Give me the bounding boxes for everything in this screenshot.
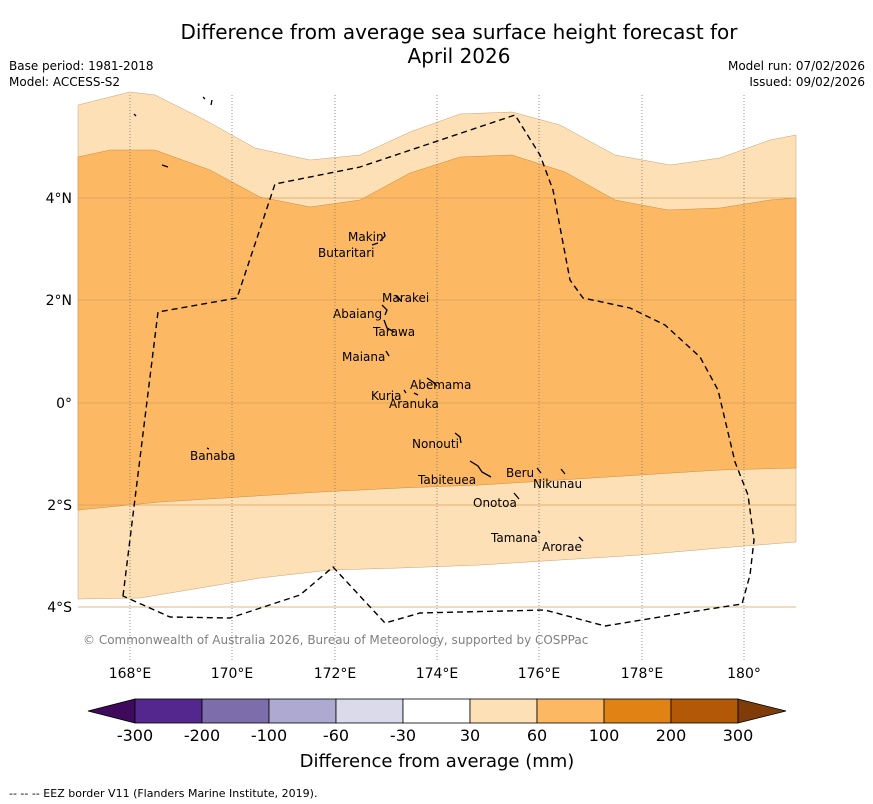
colorbar-segment [335, 698, 404, 724]
y-tick-2s: 2°S [47, 498, 72, 514]
colorbar-segment [134, 698, 203, 724]
island-label-kuria: Kuria [371, 389, 402, 403]
atoll-kuria [403, 389, 407, 394]
title-line-1: Difference from average sea surface heig… [180, 20, 738, 44]
atoll-makin [379, 231, 386, 242]
island-label-tamana: Tamana [490, 531, 538, 545]
colorbar-segment [402, 698, 471, 724]
x-tick-172e: 172°E [314, 666, 357, 682]
atoll-banaba [206, 447, 210, 450]
atoll-north-3 [210, 99, 213, 106]
island-label-tarawa: Tarawa [372, 325, 415, 339]
island-label-butaritari: Butaritari [318, 246, 375, 260]
x-tick-178e: 178°E [621, 666, 664, 682]
colorbar-label: 60 [527, 726, 547, 745]
colorbar [87, 698, 787, 724]
colorbar-label: -300 [117, 726, 153, 745]
longitude-gridlines [129, 95, 745, 660]
island-label-maiana: Maiana [342, 350, 385, 364]
colorbar-segment [670, 698, 739, 724]
island-label-abaiang: Abaiang [333, 307, 382, 321]
colorbar-label: -30 [390, 726, 416, 745]
colorbar-labels: -300 -200 -100 -60 -30 30 60 100 200 300 [117, 726, 753, 745]
atoll-nikunau [560, 468, 566, 475]
x-tick-170e: 170°E [211, 666, 254, 682]
colorbar-title: Difference from average (mm) [300, 751, 575, 772]
model-text: Model: ACCESS-S2 [9, 75, 121, 89]
colorbar-extend-high [737, 698, 787, 724]
colorbar-label: 30 [460, 726, 480, 745]
title-line-2: April 2026 [407, 44, 511, 68]
colorbar-segment [469, 698, 538, 724]
eez-border [122, 114, 755, 627]
island-label-beru: Beru [506, 466, 534, 480]
island-label-makin: Makin [348, 230, 384, 244]
colorbar-segment [268, 698, 337, 724]
island-label-abemama: Abemama [410, 378, 471, 392]
y-tick-0: 0° [56, 396, 72, 412]
colorbar-segment [536, 698, 605, 724]
atoll-north-2 [202, 96, 206, 100]
y-tick-2n: 2°N [46, 293, 72, 309]
y-tick-4s: 4°S [47, 600, 72, 616]
y-tick-4n: 4°N [46, 191, 72, 207]
atoll-beru [536, 467, 542, 474]
model-run-text: Model run: 07/02/2026 [727, 59, 865, 73]
colorbar-segment [201, 698, 270, 724]
atoll-tabiteuea [469, 460, 492, 478]
atoll-onotoa [513, 492, 520, 500]
island-label-nikunau: Nikunau [533, 477, 582, 491]
atoll-north-1 [133, 113, 137, 117]
x-tick-176e: 176°E [518, 666, 561, 682]
colorbar-extend-low [87, 698, 136, 724]
x-tick-174e: 174°E [416, 666, 459, 682]
eez-footnote: -- -- -- EEZ border V11 (Flanders Marine… [9, 787, 317, 800]
atoll-marakei [395, 295, 402, 302]
atoll-north-4 [161, 164, 169, 168]
island-label-nonouti: Nonouti [412, 437, 459, 451]
island-label-arorae: Arorae [542, 540, 582, 554]
atoll-nonouti [454, 432, 462, 444]
atoll-abaiang [381, 304, 388, 316]
issued-text: Issued: 09/02/2026 [749, 75, 865, 89]
island-label-tabiteuea: Tabiteuea [417, 473, 476, 487]
colorbar-label: -200 [184, 726, 220, 745]
x-tick-168e: 168°E [109, 666, 152, 682]
map-title: Difference from average sea surface heig… [0, 20, 873, 68]
island-label-onotoa: Onotoa [473, 496, 517, 510]
colorbar-label: -100 [251, 726, 287, 745]
colorbar-label: 100 [589, 726, 620, 745]
island-label-aranuka: Aranuka [389, 397, 439, 411]
atoll-outlines [133, 96, 584, 542]
colorbar-label: 200 [656, 726, 687, 745]
copyright-text: © Commonwealth of Australia 2026, Bureau… [83, 633, 588, 647]
base-period-text: Base period: 1981-2018 [9, 59, 154, 73]
atoll-butaritari [371, 242, 379, 246]
colorbar-segment [603, 698, 672, 724]
atoll-maiana [385, 350, 390, 357]
x-axis-ticks: 168°E 170°E 172°E 174°E 176°E 178°E 180° [109, 666, 761, 682]
x-tick-180: 180° [727, 666, 761, 682]
atoll-arorae [578, 536, 584, 542]
atoll-abemama [426, 377, 438, 387]
island-label-banaba: Banaba [190, 449, 236, 463]
y-axis-ticks: 4°N 2°N 0° 2°S 4°S [46, 191, 73, 616]
colorbar-label: -60 [323, 726, 349, 745]
atoll-tarawa [383, 319, 395, 333]
island-label-marakei: Marakei [382, 291, 429, 305]
island-labels: Makin Butaritari Marakei Abaiang Tarawa … [190, 230, 582, 554]
colorbar-label: 300 [723, 726, 754, 745]
atoll-tamana [537, 530, 541, 534]
atoll-aranuka [413, 392, 419, 396]
